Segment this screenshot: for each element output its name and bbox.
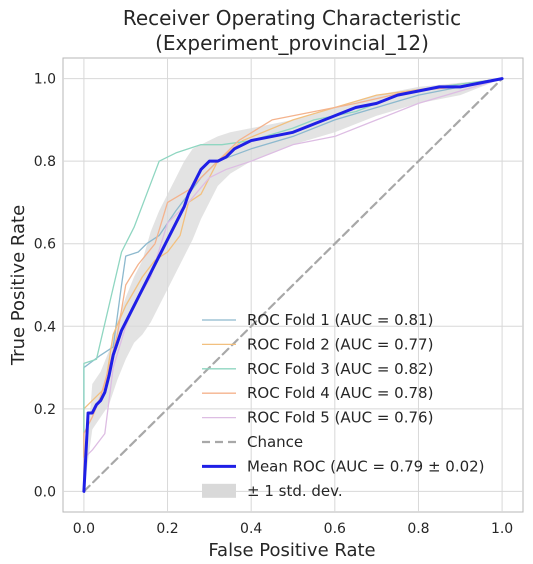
y-axis-ticks: 0.0 0.2 0.4 0.6 0.8 1.0 (34, 72, 56, 501)
legend-swatch-std-band (202, 483, 236, 498)
legend-label: ROC Fold 2 (AUC = 0.77) (247, 335, 433, 353)
std-band (83, 78, 503, 492)
x-tick-label: 0.6 (324, 521, 346, 537)
x-tick-label: 0.0 (73, 521, 95, 537)
y-tick-label: 0.4 (34, 319, 56, 335)
y-axis-label: True Positive Rate (8, 205, 29, 366)
roc-fold-line-5 (83, 77, 503, 493)
legend-label: Chance (247, 433, 303, 451)
legend-label: ROC Fold 3 (AUC = 0.82) (247, 360, 433, 378)
legend-label: Mean ROC (AUC = 0.79 ± 0.02) (247, 457, 485, 475)
x-tick-label: 1.0 (491, 521, 513, 537)
y-tick-label: 0.0 (34, 484, 56, 500)
roc-fold-line-4 (83, 77, 503, 493)
mean-roc-line (82, 77, 504, 493)
chart-legend: ROC Fold 1 (AUC = 0.81) ROC Fold 2 (AUC =… (202, 311, 485, 500)
roc-series (82, 77, 504, 493)
chart-title-line-2: (Experiment_provincial_12) (155, 31, 429, 55)
legend-label: ROC Fold 4 (AUC = 0.78) (247, 384, 433, 402)
y-tick-label: 0.2 (34, 402, 56, 418)
x-tick-label: 0.8 (407, 521, 429, 537)
std-band-area (83, 78, 503, 492)
chance-line (82, 77, 504, 493)
y-tick-label: 1.0 (34, 72, 56, 88)
x-axis-label: False Positive Rate (208, 540, 375, 561)
legend-label: ± 1 std. dev. (247, 482, 343, 500)
y-tick-label: 0.8 (34, 154, 56, 170)
x-tick-label: 0.4 (240, 521, 262, 537)
y-tick-label: 0.6 (34, 237, 56, 253)
x-axis-ticks: 0.0 0.2 0.4 0.6 0.8 1.0 (73, 521, 513, 537)
roc-fold-line-3 (83, 77, 503, 493)
roc-fold-line-1 (83, 77, 503, 493)
grid-lines (63, 58, 523, 512)
chart-title-line-1: Receiver Operating Characteristic (123, 6, 461, 30)
legend-label: ROC Fold 5 (AUC = 0.76) (247, 409, 433, 427)
legend-label: ROC Fold 1 (AUC = 0.81) (247, 311, 433, 329)
x-tick-label: 0.2 (156, 521, 178, 537)
